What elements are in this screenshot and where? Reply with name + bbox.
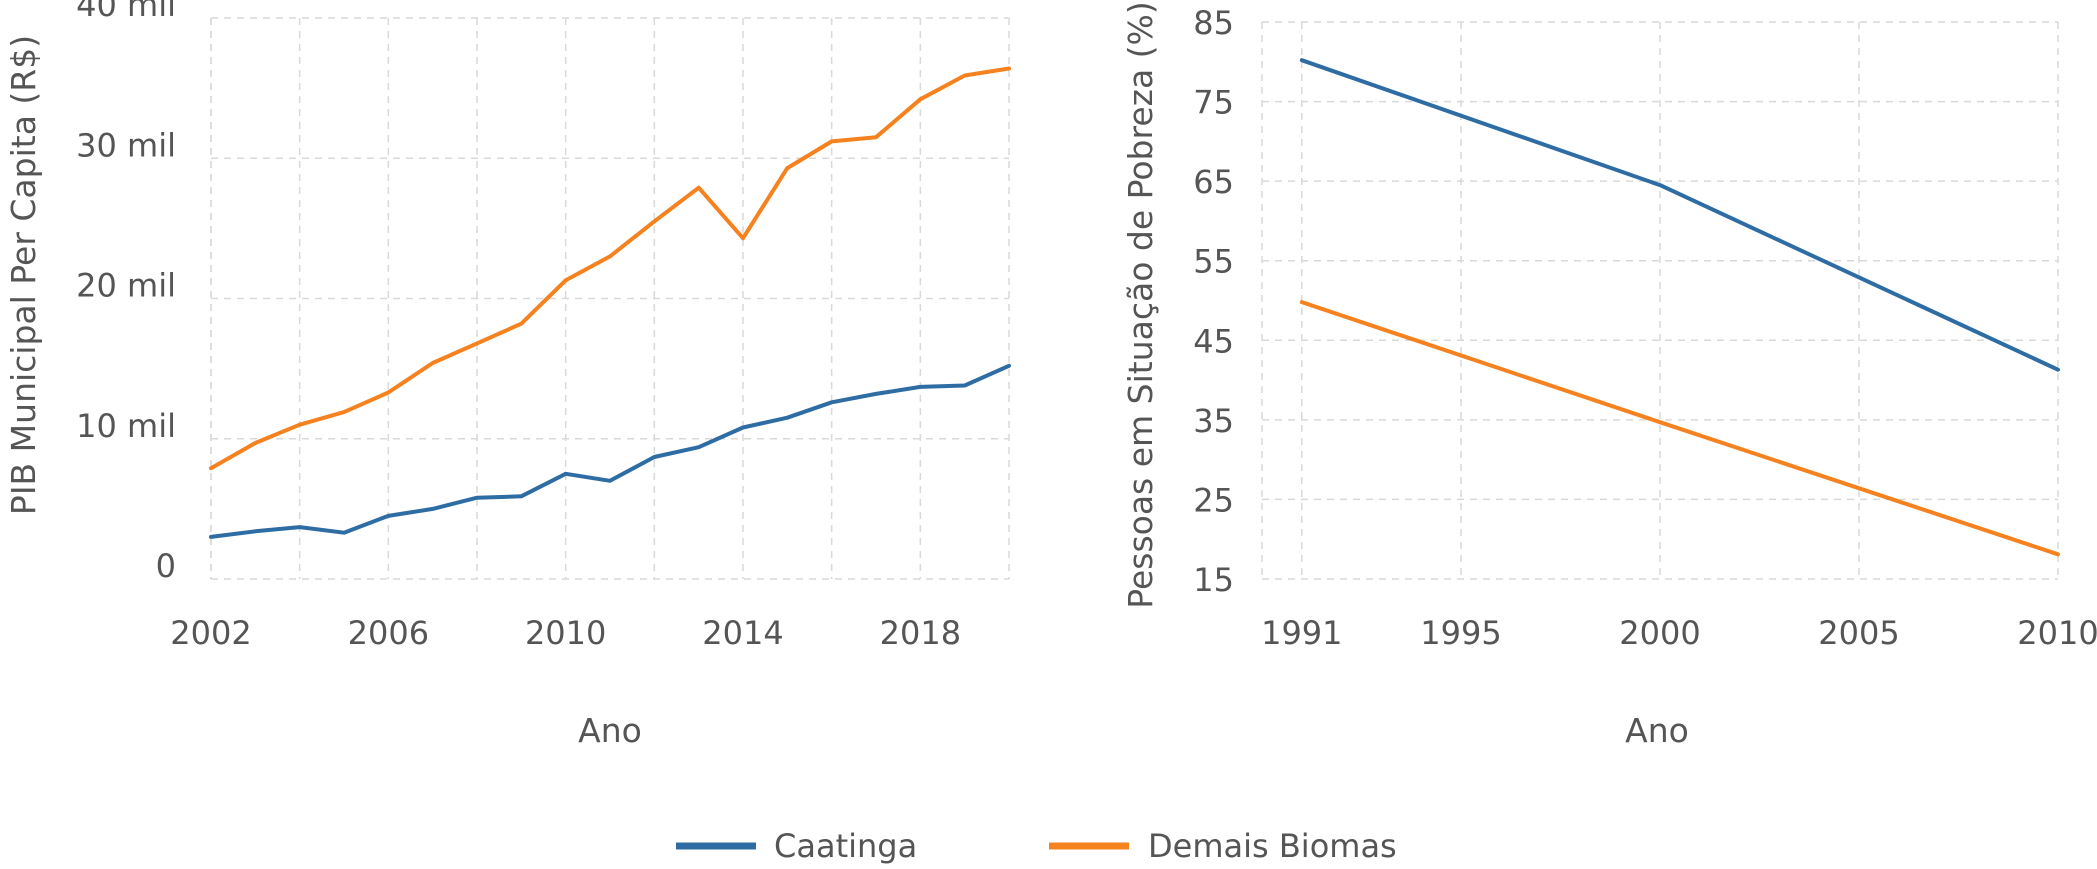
y-tick-label: 25 (1193, 481, 1234, 519)
chart-pobreza: 15 25 35 45 55 65 75 85 1991 1995 2000 2005 2010 Ano P… (1121, 1, 2097, 750)
x-tick-label: 2010 (525, 614, 606, 652)
y-tick-label: 10 mil (76, 407, 176, 445)
x-tick-label: 1995 (1420, 614, 1501, 652)
series-line-caatinga (1299, 58, 2060, 372)
series-line-demais-biomas (209, 66, 1011, 471)
x-tick-label: 1991 (1261, 614, 1342, 652)
x-tick-label: 2000 (1619, 614, 1700, 652)
chart-pib-per-capita: 0 10 mil 20 mil 30 mil 40 mil 2002 2006 2010 201… (4, 0, 1011, 750)
y-tick-label: 40 mil (76, 0, 176, 24)
legend-label-caatinga: Caatinga (774, 827, 917, 865)
y-tick-label: 85 (1193, 4, 1234, 42)
y-tick-label: 20 mil (76, 267, 176, 305)
y-tick-label: 45 (1193, 322, 1234, 360)
y-tick-label: 15 (1193, 561, 1234, 599)
x-axis-title: Ano (578, 711, 642, 750)
x-tick-label: 2006 (348, 614, 429, 652)
y-tick-label: 75 (1193, 84, 1234, 122)
x-tick-label: 2014 (702, 614, 783, 652)
y-tick-label: 30 mil (76, 126, 176, 164)
legend: Caatinga Demais Biomas (676, 827, 1397, 865)
x-tick-label: 2002 (170, 614, 251, 652)
x-tick-label: 2018 (880, 614, 961, 652)
legend-label-demais-biomas: Demais Biomas (1148, 827, 1397, 865)
y-tick-label: 35 (1193, 402, 1234, 440)
y-tick-label: 65 (1193, 163, 1234, 201)
y-axis-title: PIB Municipal Per Capita (R$) (4, 35, 43, 515)
y-tick-label: 0 (156, 547, 176, 585)
y-axis-title: Pessoas em Situação de Pobreza (%) (1121, 1, 1160, 609)
x-axis-title: Ano (1625, 711, 1689, 750)
x-tick-label: 2005 (1818, 614, 1899, 652)
series-line-demais-biomas (1299, 300, 2060, 557)
x-tick-label: 2010 (2017, 614, 2097, 652)
series-line-caatinga (209, 363, 1011, 539)
y-tick-label: 55 (1193, 243, 1234, 281)
